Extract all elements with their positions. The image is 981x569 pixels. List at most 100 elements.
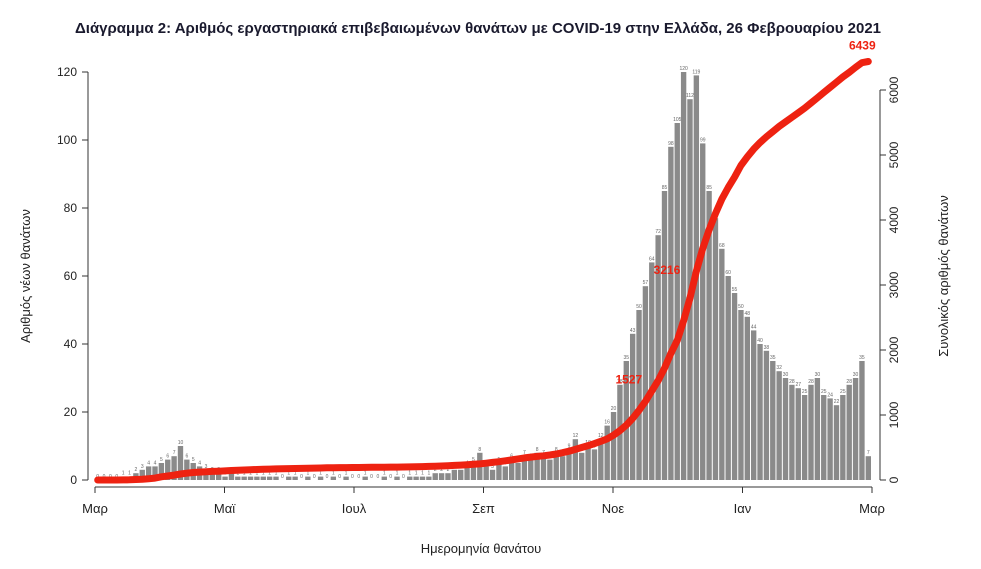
bar [846,384,852,480]
annotation-label: 6439 [849,38,876,52]
bar [795,388,801,480]
y-axis-title-right: Συνολικός αριθμός θανάτων [936,195,951,356]
x-axis-tick-label: Σεπ [472,501,495,516]
bar-value-label: 28 [789,379,795,385]
bar-value-label: 1 [396,471,399,477]
bar [738,310,744,480]
bar [604,425,610,480]
bar [394,476,400,480]
bar [426,476,432,480]
bar-value-label: 40 [757,338,763,344]
bar-value-label: 2 [434,467,437,473]
bar [305,476,311,480]
bar [502,466,508,480]
bar [801,395,808,480]
x-axis-tick-label: Μαρ [82,501,108,516]
bar-value-label: 68 [719,243,725,249]
y-axis-left-tick-label: 0 [70,473,77,487]
chart-title: Διάγραμμα 2: Αριθμός εργαστηριακά επιβεβ… [75,20,881,37]
bar-value-label: 28 [617,379,623,385]
bar-value-label: 0 [313,474,316,480]
bar [317,476,324,480]
bar-value-label: 1 [345,471,348,477]
bar [489,469,496,480]
bar-value-label: 5 [192,457,195,463]
bar [152,466,158,480]
bar [260,476,266,480]
bar [680,72,687,480]
bar-value-label: 7 [523,450,526,456]
bar-value-label: 4 [154,460,157,466]
bar-value-label: 1 [249,471,252,477]
bar-value-label: 98 [668,141,674,147]
bar [286,476,292,480]
bar [598,439,604,480]
plot-area: 0204060801001200100020003000400050006000… [57,38,901,516]
bar [464,466,470,480]
bar [821,395,827,480]
bar [553,452,559,480]
bar [782,378,789,480]
bar [719,248,725,480]
bar-value-label: 0 [281,474,284,480]
bar [750,330,757,480]
bar-value-label: 64 [649,256,655,262]
bar [776,371,782,480]
bar-value-label: 0 [338,474,341,480]
bar [579,452,585,480]
bar-value-label: 0 [389,474,392,480]
bar-value-label: 43 [630,328,636,334]
bar [789,384,795,480]
bar-value-label: 2 [447,467,450,473]
bar [655,235,661,480]
bar-value-label: 1 [306,471,309,477]
bar-value-label: 0 [402,474,405,480]
y-axis-right-tick-label: 4000 [887,206,901,233]
y-axis-right-tick-label: 5000 [887,141,901,168]
bar-value-label: 4 [147,460,150,466]
bar [661,191,668,480]
bar-value-label: 9 [568,443,571,449]
bar [483,466,489,480]
bar [266,476,273,480]
x-axis-tick-label: Μαϊ [214,501,236,516]
bar [343,476,349,480]
bar-value-label: 7 [867,450,870,456]
bar [235,476,241,480]
bar [629,333,636,480]
bar [674,123,680,480]
bar [419,476,426,480]
bar-value-label: 16 [604,420,610,426]
bar [572,439,579,480]
bar [706,191,712,480]
bar-value-label: 1 [256,471,259,477]
bar [381,476,387,480]
bar-value-label: 28 [808,379,814,385]
bar [521,456,528,480]
bar [470,463,477,480]
bar-value-label: 48 [745,311,751,317]
bar [852,378,859,480]
bar [731,293,738,480]
bar [559,456,566,480]
y-axis-left-tick-label: 120 [57,65,77,79]
bar-value-label: 1 [294,471,297,477]
bar-value-label: 38 [764,345,770,351]
bar [407,476,413,480]
bar-value-label: 25 [840,389,846,395]
bar [171,456,177,480]
bar-value-label: 30 [783,372,789,378]
bar-value-label: 85 [706,185,712,191]
bar-value-label: 105 [673,117,682,123]
bar [725,276,731,480]
bar-value-label: 25 [821,389,827,395]
bar-value-label: 6 [166,454,169,460]
bar [177,446,184,480]
bar-value-label: 30 [815,372,821,378]
bar-value-label: 120 [679,66,688,72]
x-axis-tick-label: Νοε [602,501,625,516]
y-axis-title-left: Αριθμός νέων θανάτων [18,209,33,343]
bar [642,286,649,480]
bar [585,446,591,480]
